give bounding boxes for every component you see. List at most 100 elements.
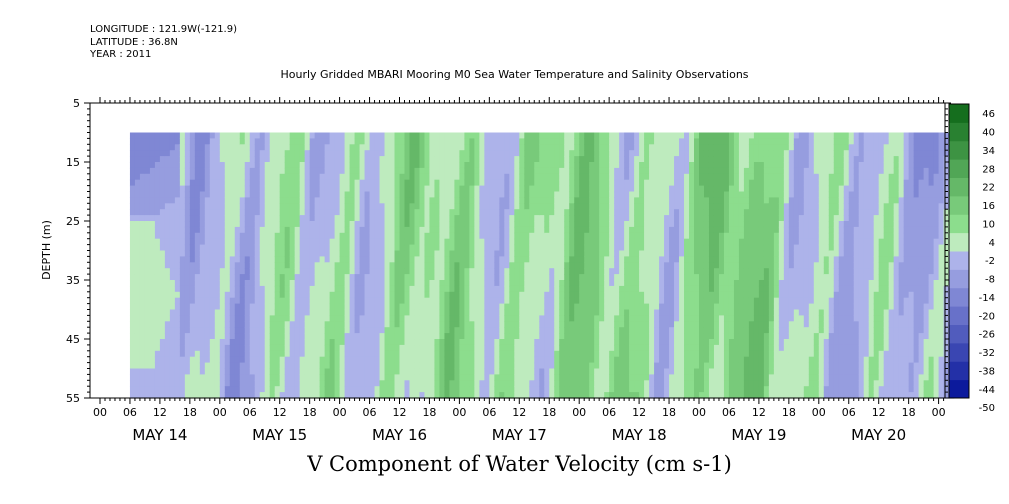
heatmap-cell [409,392,416,399]
heatmap-cell [484,209,490,216]
heatmap-cell [574,138,580,145]
heatmap-cell [614,339,620,346]
heatmap-cell [379,162,386,169]
heatmap-cell [669,303,675,311]
heatmap-cell [544,209,550,216]
heatmap-cell [194,315,201,322]
heatmap-cell [484,327,490,334]
heatmap-cell [594,297,600,305]
heatmap-cell [509,185,515,193]
heatmap-cell [334,221,341,228]
heatmap-cell [564,138,570,145]
heatmap-cell [509,138,515,145]
heatmap-cell [609,303,615,311]
heatmap-cell [584,315,590,322]
heatmap-cell [299,232,306,240]
heatmap-cell [314,321,321,328]
heatmap-cell [489,374,495,381]
heatmap-cell [604,167,610,175]
heatmap-cell [674,386,680,393]
heatmap-cell [149,173,156,181]
heatmap-cell [619,179,625,187]
heatmap-cell [139,344,146,352]
heatmap-cell [434,344,441,352]
heatmap-cell [519,232,525,240]
heatmap-cell [614,268,620,275]
heatmap-cell [404,309,411,316]
heatmap-cell [239,197,246,204]
heatmap-cell [159,309,166,316]
heatmap-cell [234,209,241,216]
heatmap-cell [569,203,575,210]
heatmap-cell [564,162,570,169]
heatmap-cell [679,303,685,311]
heatmap-cell [284,244,291,252]
heatmap-cell [494,333,500,340]
heatmap-cell [454,344,460,352]
heatmap-cell [234,344,241,352]
heatmap-cell [544,173,550,181]
heatmap-cell [274,280,281,287]
heatmap-cell [434,203,441,210]
heatmap-cell [474,362,480,370]
heatmap-cell [364,344,371,352]
heatmap-cell [239,274,246,281]
heatmap-cell [459,303,465,311]
heatmap-cell [449,144,456,151]
heatmap-cell [339,167,346,175]
heatmap-cell [579,173,585,181]
heatmap-cell [199,368,206,375]
heatmap-cell [624,321,630,328]
heatmap-cell [349,380,356,387]
heatmap-cell [254,297,261,305]
heatmap-cell [529,315,535,322]
heatmap-cell [199,215,206,222]
heatmap-cell [479,132,485,139]
heatmap-cell [334,309,341,316]
heatmap-cell [359,221,366,228]
heatmap-cell [374,392,381,399]
heatmap-cell [319,173,326,181]
heatmap-cell [174,315,181,322]
heatmap-cell [164,280,171,287]
heatmap-cell [289,167,296,175]
heatmap-cell [174,362,181,370]
heatmap-cell [604,321,610,328]
heatmap-cell [584,179,590,187]
heatmap-cell [644,203,650,210]
heatmap-cell [499,344,505,352]
heatmap-cell [379,327,386,334]
heatmap-cell [179,327,186,334]
heatmap-cell [509,386,515,393]
heatmap-cell [604,232,610,240]
heatmap-cell [179,179,186,187]
heatmap-cell [549,268,555,275]
heatmap-cell [284,268,291,275]
heatmap-cell [424,291,431,299]
heatmap-cell [444,144,451,151]
heatmap-cell [604,344,610,352]
heatmap-cell [309,339,316,346]
heatmap-cell [619,303,625,311]
heatmap-cell [454,197,460,204]
heatmap-cell [449,138,456,145]
heatmap-cell [294,167,301,175]
heatmap-cell [194,268,201,275]
heatmap-cell [174,226,181,234]
heatmap-cell [224,185,231,193]
heatmap-cell [314,221,321,228]
heatmap-cell [584,321,590,328]
heatmap-cell [339,232,346,240]
heatmap-cell [669,256,675,263]
heatmap-cell [474,144,480,151]
heatmap-cell [404,144,411,151]
heatmap-cell [314,191,321,198]
heatmap-cell [174,215,181,222]
heatmap-cell [319,179,326,187]
heatmap-cell [224,344,231,352]
heatmap-cell [414,392,421,399]
heatmap-cell [614,191,620,198]
heatmap-cell [249,150,256,157]
heatmap-cell [644,256,650,263]
heatmap-cell [549,132,555,139]
